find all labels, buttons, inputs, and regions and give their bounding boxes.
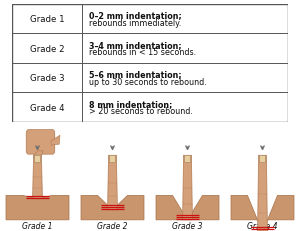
Text: 8 mm indentation;: 8 mm indentation; <box>89 100 173 109</box>
Text: up to 30 seconds to rebound.: up to 30 seconds to rebound. <box>89 77 207 86</box>
Text: Grade 1: Grade 1 <box>22 221 53 230</box>
Polygon shape <box>183 156 192 220</box>
Polygon shape <box>33 156 42 199</box>
Text: > 20 seconds to rebound.: > 20 seconds to rebound. <box>89 107 193 116</box>
FancyBboxPatch shape <box>260 156 266 163</box>
FancyBboxPatch shape <box>26 130 55 155</box>
Text: Grade 4: Grade 4 <box>30 103 64 112</box>
Polygon shape <box>258 156 267 231</box>
Text: rebounds immediately.: rebounds immediately. <box>89 18 182 27</box>
Text: 0–2 mm indentation;: 0–2 mm indentation; <box>89 11 182 20</box>
Text: Grade 3: Grade 3 <box>172 221 203 230</box>
Polygon shape <box>156 195 219 220</box>
Text: Grade 3: Grade 3 <box>30 74 64 83</box>
Text: Grade 1: Grade 1 <box>30 15 64 24</box>
Polygon shape <box>231 195 294 231</box>
Polygon shape <box>6 195 69 220</box>
Polygon shape <box>81 195 144 220</box>
Text: Grade 4: Grade 4 <box>247 221 278 230</box>
Text: Grade 2: Grade 2 <box>30 44 64 53</box>
Text: Grade 2: Grade 2 <box>97 221 128 230</box>
Polygon shape <box>108 156 117 210</box>
Polygon shape <box>34 151 43 156</box>
FancyBboxPatch shape <box>184 156 190 163</box>
FancyBboxPatch shape <box>110 156 116 163</box>
Polygon shape <box>51 136 60 146</box>
Text: 3–4 mm indentation;: 3–4 mm indentation; <box>89 41 182 50</box>
Text: 5–6 mm indentation;: 5–6 mm indentation; <box>89 70 182 79</box>
Text: rebounds in < 15 seconds.: rebounds in < 15 seconds. <box>89 48 196 57</box>
FancyBboxPatch shape <box>34 156 40 163</box>
